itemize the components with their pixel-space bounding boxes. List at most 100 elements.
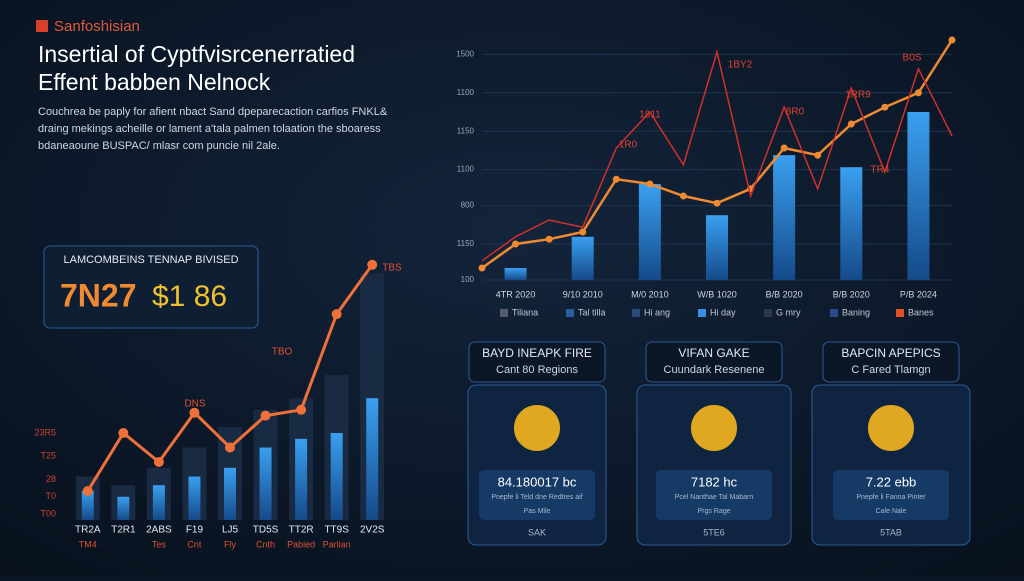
point (847, 120, 855, 128)
card-header (468, 341, 606, 383)
summary-panel (43, 245, 259, 329)
y-tick-label: T25 (40, 451, 56, 461)
legend-swatch (566, 309, 574, 317)
card-sub: Pas Mile (524, 508, 551, 515)
card-header (645, 341, 783, 383)
card-value-box (479, 470, 595, 520)
card-title: BAPCIN APEPICS (841, 346, 940, 360)
legend-label: Tal tilla (578, 307, 606, 317)
point (612, 175, 620, 183)
title: Effent babben Nelnock (38, 69, 271, 95)
bar (259, 447, 272, 520)
bar (188, 476, 201, 520)
point (679, 192, 687, 200)
x-sublabel: Parlian (323, 539, 351, 549)
bar (504, 268, 527, 280)
card-header (822, 341, 960, 383)
panel-value: 7N27 (60, 277, 137, 313)
point (579, 228, 587, 236)
x-tick-label: B/B 2020 (766, 289, 803, 299)
x-tick-label: P/B 2024 (900, 289, 937, 299)
point (814, 151, 822, 159)
x-tick-label: TT9S (324, 525, 349, 536)
point (545, 235, 553, 243)
card-value: 7.22 ebb (866, 474, 917, 489)
point (225, 442, 235, 453)
bar (330, 433, 343, 520)
point-label: 1R0 (619, 140, 638, 151)
annotation: TBS (382, 263, 402, 274)
point-label: 1RR9 (845, 90, 871, 101)
x-sublabel: Cnth (256, 539, 275, 549)
point (914, 89, 922, 97)
point (153, 457, 164, 467)
point (948, 36, 956, 44)
card-subtitle: Cant 80 Regions (496, 364, 578, 376)
bar (706, 215, 728, 280)
bar (295, 438, 308, 520)
legend-swatch (830, 309, 838, 317)
description: bdaneaoune BUSPAC/ mlasr com puncie nil … (38, 140, 280, 152)
card-title: BAYD INEAPK FIRE (482, 346, 592, 360)
x-sublabel: TM4 (79, 539, 97, 549)
point (296, 404, 307, 415)
card-value-box (656, 470, 772, 520)
y-tick-label: 1100 (457, 165, 475, 174)
description: draing mekings acheille or lament a'tala… (38, 123, 381, 135)
bar (152, 485, 165, 520)
x-sublabel: Pabied (287, 539, 315, 549)
point (713, 199, 721, 207)
x-tick-label: 2V2S (360, 525, 385, 536)
y-tick-label: T0 (45, 491, 56, 501)
point-label: B0S (903, 53, 922, 64)
x-tick-label: B/B 2020 (833, 289, 870, 299)
point-label: 1811 (639, 110, 661, 121)
legend-swatch (896, 309, 904, 317)
panel-label: LAMCOMBEINS TENNAP BIVISED (63, 254, 238, 266)
point (646, 180, 654, 188)
legend-swatch (698, 309, 706, 317)
y-tick-label: 800 (461, 201, 475, 210)
annotation: TBO (272, 347, 293, 358)
x-sublabel: Cnt (187, 539, 202, 549)
x-sublabel: Tes (152, 539, 167, 549)
y-tick-label: 100 (461, 275, 475, 284)
legend-label: Tiliana (512, 307, 538, 317)
x-tick-label: TD5S (253, 525, 279, 536)
card-footer: 5TE6 (703, 527, 725, 537)
y-tick-label: 1150 (457, 126, 475, 135)
card-sub: Cale Nale (876, 508, 907, 515)
card-subtitle: C Fared Tlamgn (851, 364, 930, 376)
x-tick-label: 4TR 2020 (496, 289, 536, 299)
card-icon (689, 403, 739, 453)
card-detail: Pnepfe li Fanna Pinter (856, 494, 926, 501)
bar (840, 167, 863, 280)
legend-label: Banes (908, 307, 934, 317)
x-tick-label: TT2R (289, 525, 314, 536)
legend-label: Baning (842, 307, 870, 317)
legend-swatch (500, 309, 508, 317)
legend-label: Hi day (710, 307, 736, 317)
x-tick-label: F19 (186, 525, 204, 536)
point-label: TR4 (871, 165, 890, 176)
x-tick-label: M/0 2010 (631, 289, 669, 299)
x-tick-label: LJ5 (222, 525, 239, 536)
y-tick-label: 1150 (457, 239, 475, 248)
panel-value: $1 86 (152, 280, 227, 313)
annotation: DNS (184, 399, 205, 410)
bar (907, 112, 930, 280)
card-detail: Pcel Nanthae Tal Mabarn (675, 494, 754, 501)
bar (773, 155, 796, 280)
brand-icon (36, 20, 48, 32)
description: Couchrea be paply for afient nbact Sand … (38, 106, 388, 118)
title: Insertial of Cyptfvisrcenerratied (38, 41, 355, 67)
bar (81, 491, 94, 520)
card-value-box (833, 470, 949, 520)
point (189, 407, 200, 418)
point (118, 428, 129, 438)
brand: Sanfoshisian (54, 18, 140, 35)
bar (638, 184, 661, 280)
legend-label: G mry (776, 307, 801, 317)
point (881, 103, 889, 111)
